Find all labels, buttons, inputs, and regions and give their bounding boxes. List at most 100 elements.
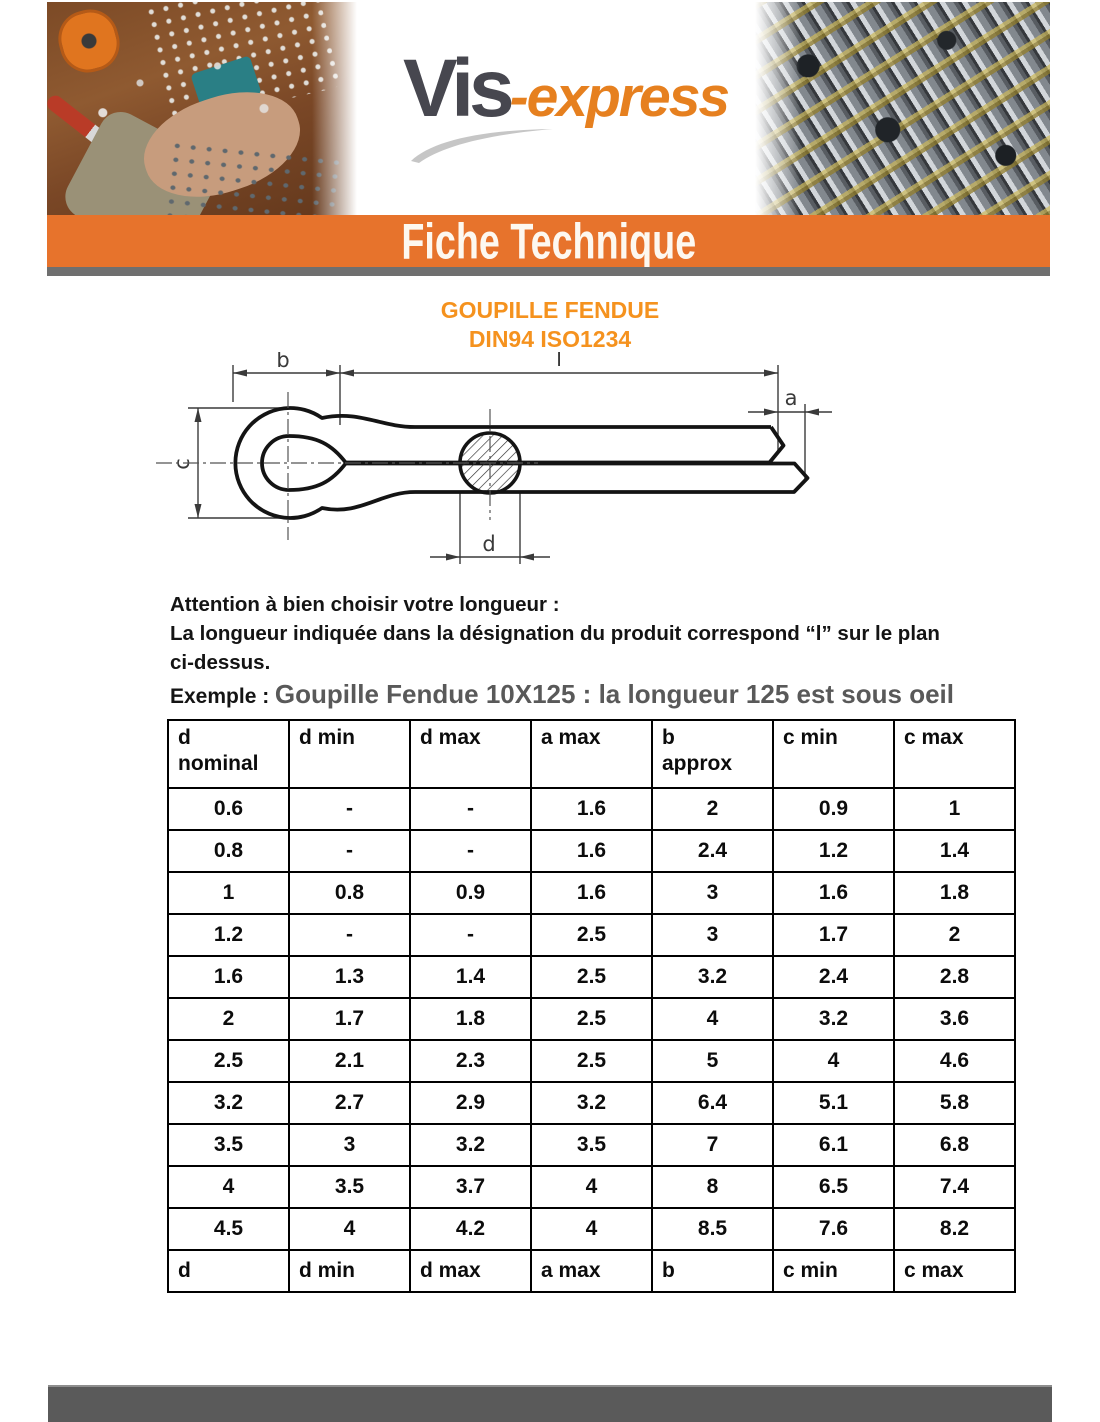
cell-d-min: 3.5 xyxy=(288,1165,411,1209)
notes-block: Attention à bien choisir votre longueur … xyxy=(170,590,1070,711)
cell-b-approx: 3.2 xyxy=(651,955,774,999)
cell-d-nominal: 3.5 xyxy=(167,1123,290,1167)
workbench-photo xyxy=(47,2,357,215)
cell-a-max: 1.6 xyxy=(530,829,653,873)
dim-label-d: d xyxy=(482,532,495,556)
cell-c-max: 1.4 xyxy=(893,829,1016,873)
screws-photo xyxy=(755,2,1050,215)
dim-label-b: b xyxy=(276,352,289,372)
cell-c-min: 1.6 xyxy=(772,871,895,915)
col-header-d-max: d max xyxy=(409,719,532,789)
cell-a-max: 2.5 xyxy=(530,913,653,957)
cell-c-max: 3.6 xyxy=(893,997,1016,1041)
cell-c-max: 6.8 xyxy=(893,1123,1016,1167)
cell-a-max: 4 xyxy=(530,1207,653,1251)
cell-b-approx: 8.5 xyxy=(651,1207,774,1251)
cell-d-min: - xyxy=(288,913,411,957)
cell-a-max: 2.5 xyxy=(530,997,653,1041)
cell-a-max: 3.2 xyxy=(530,1081,653,1125)
logo-text-express: -express xyxy=(509,65,730,129)
table-row: 1.2 - - 2.5 3 1.7 2 xyxy=(167,913,1016,957)
cell-c-max: 2 xyxy=(893,913,1016,957)
col-header-a-max: a max xyxy=(530,719,653,789)
table-row: 3.5 3 3.2 3.5 7 6.1 6.8 xyxy=(167,1123,1016,1167)
cell-b-approx: 3 xyxy=(651,913,774,957)
cell-d-min: 2.1 xyxy=(288,1039,411,1083)
table-row: 1.6 1.3 1.4 2.5 3.2 2.4 2.8 xyxy=(167,955,1016,999)
cell-d-nominal: 2.5 xyxy=(167,1039,290,1083)
cell-d-max: 4.2 xyxy=(409,1207,532,1251)
cell-c-min: 2.4 xyxy=(772,955,895,999)
cell-d-nominal: 4 xyxy=(167,1165,290,1209)
centerlines xyxy=(156,392,538,540)
cell-d-max: 3.7 xyxy=(409,1165,532,1209)
table-row: 2 1.7 1.8 2.5 4 3.2 3.6 xyxy=(167,997,1016,1041)
cell-d-nominal: 1 xyxy=(167,871,290,915)
cell-c-min: 3.2 xyxy=(772,997,895,1041)
table-row: 3.2 2.7 2.9 3.2 6.4 5.1 5.8 xyxy=(167,1081,1016,1125)
cell-d-min: - xyxy=(288,787,411,831)
cell-d-nominal: 0.6 xyxy=(167,787,290,831)
cell-a-max: 1.6 xyxy=(530,787,653,831)
cell-c-max: 2.8 xyxy=(893,955,1016,999)
table-row: 0.8 - - 1.6 2.4 1.2 1.4 xyxy=(167,829,1016,873)
cell-d-min: 2.7 xyxy=(288,1081,411,1125)
product-title: GOUPILLE FENDUE xyxy=(440,297,660,323)
footer-d-max: d max xyxy=(409,1249,532,1293)
cell-d-min: 4 xyxy=(288,1207,411,1251)
cell-a-max: 2.5 xyxy=(530,1039,653,1083)
cell-d-nominal: 0.8 xyxy=(167,829,290,873)
col-header-c-min: c min xyxy=(772,719,895,789)
cell-b-approx: 8 xyxy=(651,1165,774,1209)
cell-c-min: 6.1 xyxy=(772,1123,895,1167)
screws-texture xyxy=(755,2,1050,215)
footer-bar xyxy=(48,1385,1052,1422)
cell-b-approx: 2 xyxy=(651,787,774,831)
cell-c-min: 4 xyxy=(772,1039,895,1083)
footer-d-min: d min xyxy=(288,1249,411,1293)
cell-d-max: - xyxy=(409,829,532,873)
footer-b: b xyxy=(651,1249,774,1293)
col-header-d-nominal: d nominal xyxy=(167,719,290,789)
cell-c-max: 1.8 xyxy=(893,871,1016,915)
cell-d-max: 3.2 xyxy=(409,1123,532,1167)
dim-label-a: a xyxy=(785,386,798,410)
cell-c-min: 0.9 xyxy=(772,787,895,831)
dim-label-l: l xyxy=(556,352,562,371)
table-row: 2.5 2.1 2.3 2.5 5 4 4.6 xyxy=(167,1039,1016,1083)
example-line: Exemple : Goupille Fendue 10X125 : la lo… xyxy=(170,680,1070,711)
table-row: 4 3.5 3.7 4 8 6.5 7.4 xyxy=(167,1165,1016,1209)
cell-d-nominal: 3.2 xyxy=(167,1081,290,1125)
logo: Vis-express xyxy=(357,2,755,215)
cell-d-nominal: 4.5 xyxy=(167,1207,290,1251)
cell-b-approx: 6.4 xyxy=(651,1081,774,1125)
footer-d: d xyxy=(167,1249,290,1293)
cell-b-approx: 5 xyxy=(651,1039,774,1083)
dimensions-table: d nominal d min d max a max b approx c m… xyxy=(167,719,1016,1293)
cotter-pin-outline xyxy=(233,406,810,520)
cell-a-max: 2.5 xyxy=(530,955,653,999)
cell-d-max: - xyxy=(409,787,532,831)
cell-d-nominal: 1.6 xyxy=(167,955,290,999)
logo-text-vis: Vis xyxy=(403,43,515,134)
cell-b-approx: 3 xyxy=(651,871,774,915)
divider-strip xyxy=(47,267,1050,276)
cell-d-nominal: 1.2 xyxy=(167,913,290,957)
cell-d-max: - xyxy=(409,913,532,957)
cell-c-min: 5.1 xyxy=(772,1081,895,1125)
product-subtitle: DIN94 ISO1234 xyxy=(468,326,632,352)
cell-d-max: 1.8 xyxy=(409,997,532,1041)
cell-d-nominal: 2 xyxy=(167,997,290,1041)
cell-c-min: 7.6 xyxy=(772,1207,895,1251)
footer-c-min: c min xyxy=(772,1249,895,1293)
cell-c-min: 1.2 xyxy=(772,829,895,873)
cell-d-min: - xyxy=(288,829,411,873)
cell-d-max: 2.3 xyxy=(409,1039,532,1083)
note-line: Attention à bien choisir votre longueur … xyxy=(170,593,560,616)
table-header: d nominal d min d max a max b approx c m… xyxy=(167,719,1016,789)
cell-c-max: 1 xyxy=(893,787,1016,831)
cell-c-max: 4.6 xyxy=(893,1039,1016,1083)
cell-b-approx: 7 xyxy=(651,1123,774,1167)
table-row: 1 0.8 0.9 1.6 3 1.6 1.8 xyxy=(167,871,1016,915)
